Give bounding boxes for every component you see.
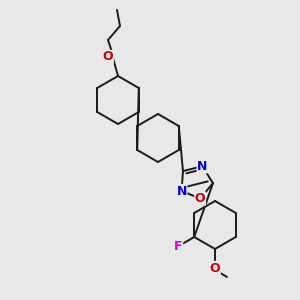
Text: O: O — [195, 192, 206, 205]
Text: F: F — [174, 241, 183, 254]
Text: N: N — [176, 184, 187, 197]
Text: O: O — [103, 50, 113, 64]
Text: N: N — [197, 160, 208, 173]
Text: O: O — [210, 262, 220, 275]
